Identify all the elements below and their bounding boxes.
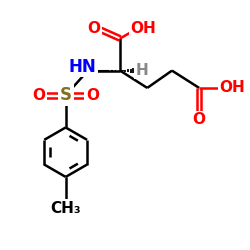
Text: O: O [32, 88, 46, 103]
Text: H: H [135, 63, 148, 78]
Text: O: O [86, 88, 99, 103]
Text: CH₃: CH₃ [50, 201, 81, 216]
Text: S: S [60, 86, 72, 104]
Text: OH: OH [131, 20, 156, 36]
Text: OH: OH [220, 80, 246, 96]
Text: O: O [193, 112, 206, 127]
Text: O: O [88, 20, 101, 36]
Text: HN: HN [68, 58, 96, 76]
